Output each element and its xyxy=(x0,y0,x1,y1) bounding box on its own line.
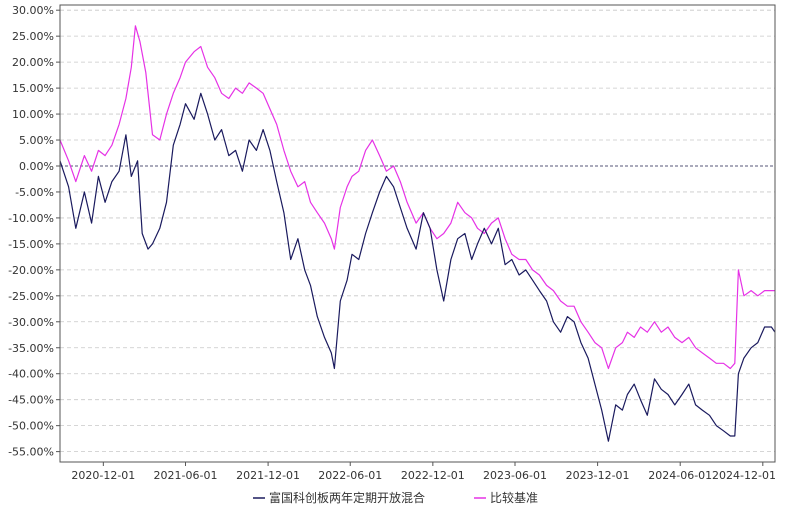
y-tick-label: 30.00% xyxy=(12,4,54,17)
x-tick-label: 2024-12-01 xyxy=(712,469,776,482)
x-tick-label: 2022-06-01 xyxy=(318,469,382,482)
y-tick-label: -5.00% xyxy=(15,186,54,199)
y-tick-label: -25.00% xyxy=(8,290,54,303)
series-lines xyxy=(59,25,776,442)
y-tick-label: 20.00% xyxy=(12,56,54,69)
grid-lines xyxy=(60,9,775,453)
y-axis-ticks: 30.00% 25.00% 20.00% 15.00% 10.00% 5.00% 0.00%… xyxy=(8,4,60,459)
y-tick-label: -55.00% xyxy=(8,446,54,459)
y-tick-label: 15.00% xyxy=(12,82,54,95)
series-line-benchmark xyxy=(59,25,775,370)
y-tick-label: 0.00% xyxy=(19,160,54,173)
legend-label-benchmark: 比较基准 xyxy=(490,490,538,505)
x-tick-label: 2020-12-01 xyxy=(71,469,135,482)
y-tick-label: -45.00% xyxy=(8,394,54,407)
x-tick-label: 2021-06-01 xyxy=(154,469,218,482)
y-tick-label: -50.00% xyxy=(8,420,54,433)
y-tick-label: -35.00% xyxy=(8,342,54,355)
x-tick-label: 2024-06-01 xyxy=(648,469,712,482)
y-tick-label: -10.00% xyxy=(8,212,54,225)
plot-frame xyxy=(59,4,776,463)
legend[interactable]: 富国科创板两年定期开放混合 比较基准 xyxy=(253,490,538,505)
y-tick-label: -20.00% xyxy=(8,264,54,277)
y-tick-label: -40.00% xyxy=(8,368,54,381)
y-tick-label: -15.00% xyxy=(8,238,54,251)
y-tick-label: -30.00% xyxy=(8,316,54,329)
series-line-fund xyxy=(59,92,776,442)
y-tick-label: 5.00% xyxy=(19,134,54,147)
x-axis-ticks: 2020-12-01 2021-06-01 2021-12-01 2022-06-01… xyxy=(71,462,776,482)
x-tick-label: 2021-12-01 xyxy=(236,469,300,482)
legend-label-fund: 富国科创板两年定期开放混合 xyxy=(269,490,425,505)
x-tick-label: 2022-12-01 xyxy=(401,469,465,482)
x-tick-label: 2023-06-01 xyxy=(483,469,547,482)
y-tick-label: 10.00% xyxy=(12,108,54,121)
x-tick-label: 2023-12-01 xyxy=(566,469,630,482)
y-tick-label: 25.00% xyxy=(12,30,54,43)
